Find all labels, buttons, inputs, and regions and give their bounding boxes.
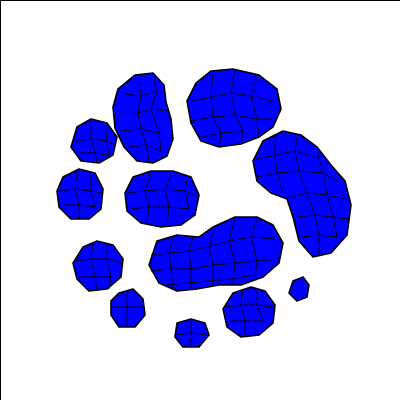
cell-boundary (256, 150, 316, 160)
cluster-body (112, 72, 174, 164)
cell-boundary (208, 232, 214, 285)
cluster-right-elongated (252, 130, 352, 258)
cluster-top-right (186, 68, 282, 148)
cell-boundary (164, 172, 172, 226)
cell-boundary (188, 236, 194, 289)
cell-boundary (150, 78, 162, 152)
cell-boundary (137, 80, 150, 162)
cell-boundary (118, 108, 168, 115)
cluster-left-middle-small (56, 168, 104, 220)
cell-boundary (168, 236, 174, 290)
cluster-body (222, 286, 276, 338)
cluster-bottom-tiny (174, 318, 210, 348)
cell-boundary (224, 304, 274, 308)
cell-boundary (58, 188, 104, 194)
cluster-body (124, 170, 200, 228)
cluster-left-lower-small (72, 240, 124, 292)
cell-boundary (90, 242, 98, 292)
cell-boundary (166, 274, 254, 286)
cluster-bottom-left-small (110, 288, 146, 328)
cluster-left-upper-small (70, 118, 118, 164)
cell-boundary (256, 291, 264, 322)
cell-boundary (144, 172, 152, 224)
cluster-center (124, 170, 200, 228)
cell-boundary (210, 72, 222, 148)
cell-boundary (74, 170, 80, 219)
cell-boundary (106, 245, 112, 290)
cluster-bottom-center-large (148, 216, 284, 292)
cell-boundary (274, 135, 284, 194)
cluster-body (148, 216, 284, 292)
cell-boundary (104, 124, 110, 156)
cell-boundary (240, 288, 246, 335)
cell-boundary (230, 70, 244, 145)
cell-boundary (290, 192, 346, 200)
cell-boundary (250, 76, 260, 138)
cell-boundary (228, 218, 236, 284)
cell-boundary (90, 121, 98, 164)
cluster-body (288, 276, 310, 302)
cell-boundary (294, 136, 320, 255)
cell-boundary (74, 258, 124, 264)
cell-boundary (130, 206, 190, 210)
cell-boundary (90, 175, 96, 208)
cluster-body (110, 288, 146, 328)
cluster-body (56, 168, 104, 220)
cluster-top-center-left (112, 72, 174, 164)
cell-boundary (296, 214, 350, 220)
cell-boundary (184, 178, 190, 210)
cluster-body (72, 240, 124, 292)
cell-boundary (316, 150, 338, 238)
cell-boundary (74, 138, 116, 146)
cluster-right-tiny (288, 276, 310, 302)
cluster-bottom-right-medium (222, 286, 276, 338)
cell-boundary (250, 218, 258, 278)
